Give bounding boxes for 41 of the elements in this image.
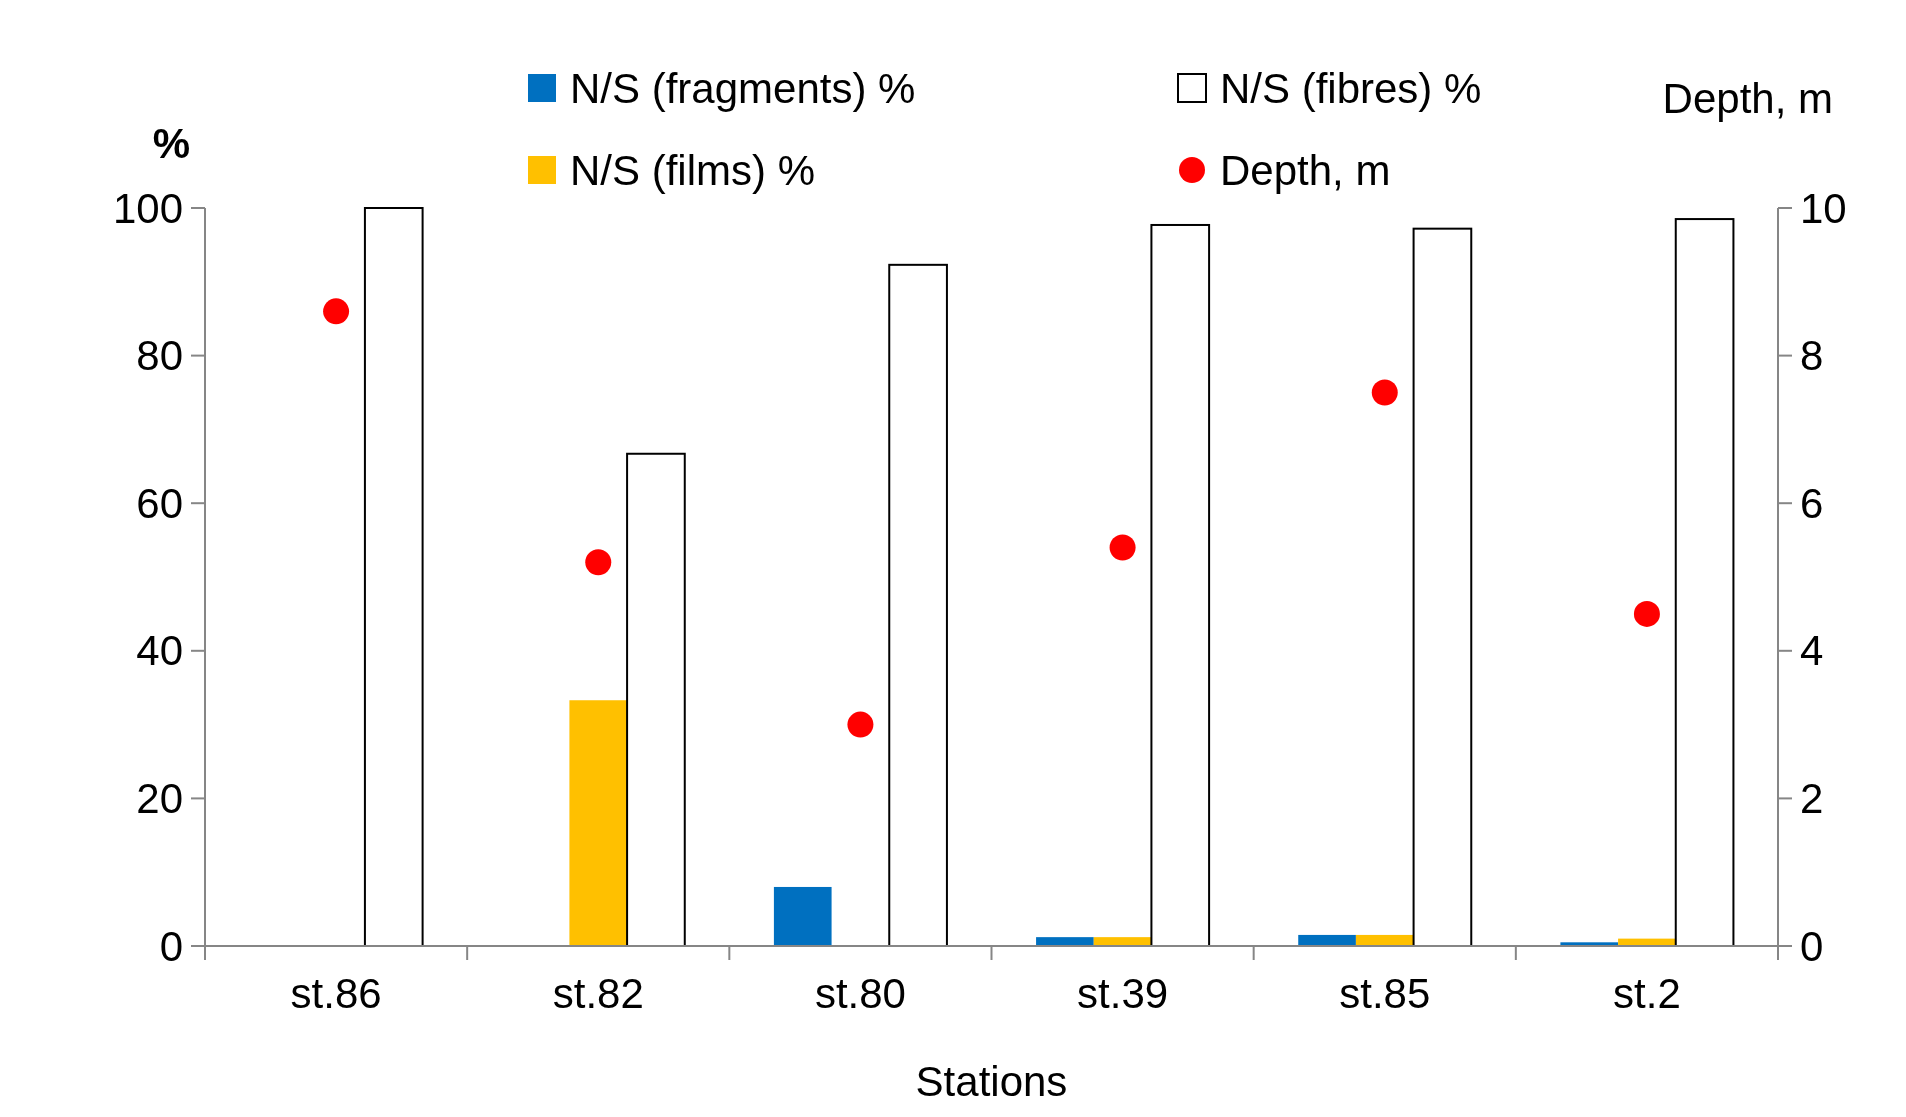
x-tick-label: st.86 xyxy=(290,970,382,1017)
legend-label: N/S (fibres) % xyxy=(1220,64,1482,112)
y2-tick-label: 0 xyxy=(1800,922,1824,970)
point xyxy=(1109,534,1136,561)
bar xyxy=(569,700,628,946)
y-tick-label: 100 xyxy=(112,184,183,232)
bar xyxy=(1674,218,1735,947)
x-tick-label: st.85 xyxy=(1339,970,1431,1017)
legend-label: N/S (films) % xyxy=(570,146,815,194)
y2-tick-label: 10 xyxy=(1800,184,1847,232)
y-tick-label: 0 xyxy=(159,922,183,970)
y-axis-title: % xyxy=(152,120,190,167)
point xyxy=(323,298,350,325)
point xyxy=(1371,379,1398,406)
y-tick-label: 20 xyxy=(136,774,183,822)
bar xyxy=(773,886,832,946)
bar xyxy=(363,207,424,947)
x-tick-label: st.39 xyxy=(1077,970,1169,1017)
bar xyxy=(1036,937,1094,946)
point xyxy=(847,711,874,738)
bar xyxy=(1150,223,1211,947)
x-tick-label: st.80 xyxy=(814,970,906,1017)
bar xyxy=(1298,934,1356,946)
x-axis-title: Stations xyxy=(915,1058,1068,1105)
y2-tick-label: 2 xyxy=(1800,774,1824,822)
legend-label: N/S (fragments) % xyxy=(570,64,916,112)
y-tick-label: 80 xyxy=(136,332,183,380)
point xyxy=(585,549,612,576)
bar xyxy=(888,263,948,947)
x-tick-label: st.82 xyxy=(552,970,644,1017)
y-tick-label: 40 xyxy=(136,627,183,675)
x-tick-label: st.2 xyxy=(1613,970,1681,1017)
y2-tick-label: 8 xyxy=(1800,332,1824,380)
point xyxy=(1633,600,1660,627)
legend-label: Depth, m xyxy=(1220,146,1391,194)
y2-tick-label: 4 xyxy=(1800,627,1824,675)
bar xyxy=(626,452,686,947)
y2-axis-title: Depth, m xyxy=(1662,75,1833,122)
y2-tick-label: 6 xyxy=(1800,479,1824,527)
y-tick-label: 60 xyxy=(136,479,183,527)
bar xyxy=(1412,227,1473,947)
